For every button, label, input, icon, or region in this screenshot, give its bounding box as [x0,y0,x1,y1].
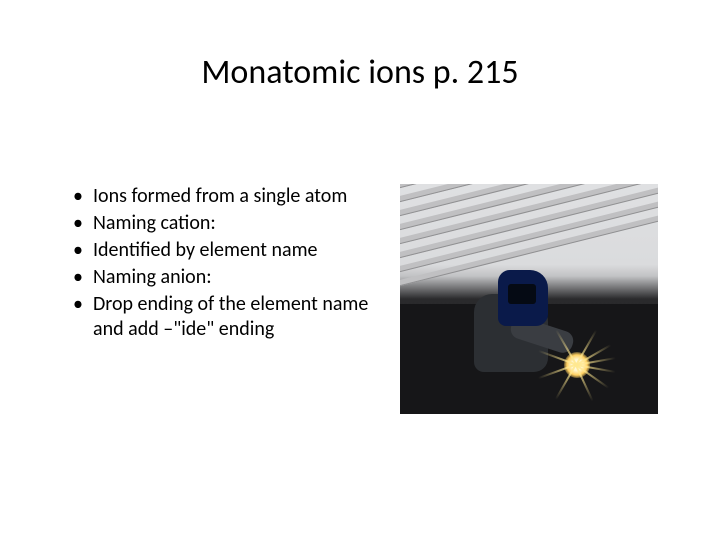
list-item: Identified by element name [65,238,375,263]
list-item: Drop ending of the element name and add … [65,292,375,342]
list-item: Ions formed from a single atom [65,184,375,209]
welder-figure [460,252,570,382]
welder-image [400,184,658,414]
list-item: Naming cation: [65,211,375,236]
bullet-list: Ions formed from a single atom Naming ca… [65,184,375,342]
bullet-list-container: Ions formed from a single atom Naming ca… [65,184,375,344]
list-item: Naming anion: [65,265,375,290]
page-title: Monatomic ions p. 215 [0,52,720,93]
